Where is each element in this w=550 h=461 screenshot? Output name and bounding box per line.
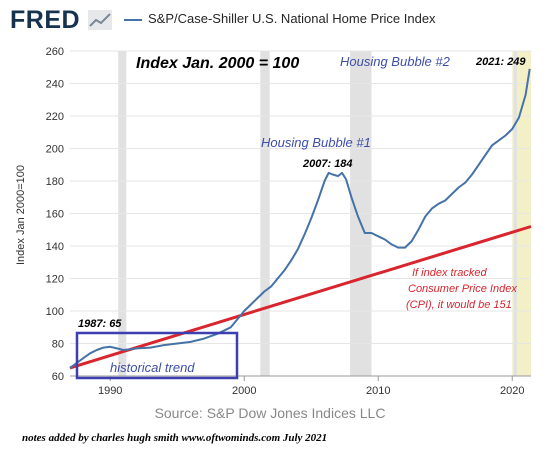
legend-label: S&P/Case-Shiller U.S. National Home Pric… (148, 11, 436, 26)
y-tick-label: 260 (46, 46, 64, 58)
annotation-historical-trend: historical trend (110, 360, 195, 375)
annotation-cpi-line-1: If index tracked (412, 267, 487, 279)
annotation-cpi-line-3: (CPI), it would be 151 (406, 299, 512, 311)
x-tick-label: 2000 (232, 385, 256, 397)
cpi-trend-line (69, 225, 532, 370)
y-tick-label: 120 (46, 274, 64, 286)
annotation-bubble-1: Housing Bubble #1 (261, 135, 371, 150)
x-tick-label: 2010 (366, 385, 390, 397)
chart-header: FRED S&P/Case-Shiller U.S. National Home… (0, 0, 550, 40)
x-axis-ticks: 1990 2000 2010 2020 (70, 375, 531, 397)
x-tick-label: 1990 (98, 385, 122, 397)
y-tick-label: 160 (46, 209, 64, 221)
line-chart: 60 80 100 120 140 160 180 200 220 240 260 1990 2000… (15, 46, 532, 421)
y-tick-label: 80 (52, 339, 64, 351)
annotation-2007-peak: 2007: 184 (302, 158, 353, 170)
series-layer (69, 68, 532, 370)
footer-note: notes added by charles hugh smith www.of… (22, 432, 328, 444)
y-tick-label: 180 (46, 176, 64, 188)
annotations: Index Jan. 2000 = 100 Housing Bubble #2 20… (75, 54, 526, 380)
gridlines (70, 50, 531, 377)
annotation-1987-value: 1987: 65 (78, 318, 122, 330)
y-tick-label: 200 (46, 144, 64, 156)
fred-logo: FRED (10, 6, 81, 34)
legend-swatch (124, 19, 142, 21)
annotation-bubble-2: Housing Bubble #2 (340, 54, 451, 69)
annotation-index-base: Index Jan. 2000 = 100 (136, 55, 299, 72)
fred-chart-icon (88, 10, 112, 30)
historical-trend-box (75, 331, 239, 380)
y-tick-label: 140 (46, 241, 64, 253)
case-shiller-series-line (69, 68, 531, 369)
y-tick-label: 220 (46, 111, 64, 123)
source-note: Source: S&P Dow Jones Indices LLC (155, 405, 386, 421)
y-axis-ticks: 60 80 100 120 140 160 180 200 220 240 260 (46, 46, 64, 383)
annotation-2021-peak: 2021: 249 (475, 56, 526, 68)
y-tick-label: 100 (46, 306, 64, 318)
annotation-cpi-line-2: Consumer Price Index (408, 283, 517, 295)
x-tick-label: 2020 (500, 385, 524, 397)
y-axis-label: Index Jan 2000=100 (15, 165, 27, 265)
y-tick-label: 240 (46, 79, 64, 91)
y-tick-label: 60 (52, 371, 64, 383)
